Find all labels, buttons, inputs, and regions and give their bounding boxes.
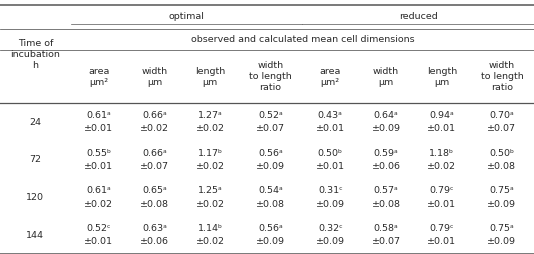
Text: 0.59ᵃ: 0.59ᵃ bbox=[374, 149, 398, 157]
Text: 0.32ᶜ: 0.32ᶜ bbox=[318, 224, 343, 233]
Text: ±0.01: ±0.01 bbox=[84, 162, 113, 171]
Text: 0.79ᶜ: 0.79ᶜ bbox=[429, 224, 454, 233]
Text: 0.57ᵃ: 0.57ᵃ bbox=[374, 186, 398, 195]
Text: ±0.02: ±0.02 bbox=[140, 124, 169, 133]
Text: 1.25ᵃ: 1.25ᵃ bbox=[198, 186, 223, 195]
Text: 72: 72 bbox=[29, 155, 42, 164]
Text: ±0.02: ±0.02 bbox=[84, 200, 113, 209]
Text: 0.61ᵃ: 0.61ᵃ bbox=[87, 186, 111, 195]
Text: 24: 24 bbox=[29, 118, 42, 127]
Text: ±0.08: ±0.08 bbox=[488, 162, 516, 171]
Text: 0.66ᵃ: 0.66ᵃ bbox=[142, 149, 167, 157]
Text: 0.52ᶜ: 0.52ᶜ bbox=[87, 224, 111, 233]
Text: ±0.01: ±0.01 bbox=[316, 124, 345, 133]
Text: length
μm: length μm bbox=[195, 67, 225, 87]
Text: 120: 120 bbox=[26, 193, 44, 202]
Text: width
μm: width μm bbox=[142, 67, 168, 87]
Text: ±0.06: ±0.06 bbox=[140, 237, 169, 246]
Text: ±0.02: ±0.02 bbox=[196, 237, 225, 246]
Text: 1.18ᵇ: 1.18ᵇ bbox=[429, 149, 454, 157]
Text: 1.27ᵃ: 1.27ᵃ bbox=[198, 111, 223, 120]
Text: 0.56ᵃ: 0.56ᵃ bbox=[258, 149, 282, 157]
Text: length
μm: length μm bbox=[427, 67, 457, 87]
Text: ±0.07: ±0.07 bbox=[140, 162, 169, 171]
Text: ±0.01: ±0.01 bbox=[427, 237, 457, 246]
Text: ±0.09: ±0.09 bbox=[316, 200, 345, 209]
Text: 0.65ᵃ: 0.65ᵃ bbox=[142, 186, 167, 195]
Text: 0.63ᵃ: 0.63ᵃ bbox=[142, 224, 167, 233]
Text: ±0.01: ±0.01 bbox=[84, 124, 113, 133]
Text: ±0.07: ±0.07 bbox=[488, 124, 516, 133]
Text: 144: 144 bbox=[26, 231, 44, 240]
Text: ±0.01: ±0.01 bbox=[427, 124, 457, 133]
Text: 0.58ᵃ: 0.58ᵃ bbox=[374, 224, 398, 233]
Text: ±0.09: ±0.09 bbox=[372, 124, 400, 133]
Text: ±0.09: ±0.09 bbox=[256, 162, 285, 171]
Text: ±0.09: ±0.09 bbox=[256, 237, 285, 246]
Text: 1.17ᵇ: 1.17ᵇ bbox=[198, 149, 223, 157]
Text: 0.43ᵃ: 0.43ᵃ bbox=[318, 111, 343, 120]
Text: observed and calculated mean cell dimensions: observed and calculated mean cell dimens… bbox=[191, 35, 414, 44]
Text: width
μm: width μm bbox=[373, 67, 399, 87]
Text: ±0.02: ±0.02 bbox=[427, 162, 457, 171]
Text: Time of
incubation
h: Time of incubation h bbox=[11, 39, 60, 70]
Text: ±0.01: ±0.01 bbox=[84, 237, 113, 246]
Text: 0.50ᵇ: 0.50ᵇ bbox=[489, 149, 514, 157]
Text: ±0.01: ±0.01 bbox=[427, 200, 457, 209]
Text: 0.61ᵃ: 0.61ᵃ bbox=[87, 111, 111, 120]
Text: ±0.07: ±0.07 bbox=[256, 124, 285, 133]
Text: ±0.08: ±0.08 bbox=[256, 200, 285, 209]
Text: 0.55ᵇ: 0.55ᵇ bbox=[86, 149, 111, 157]
Text: width
to length
ratio: width to length ratio bbox=[249, 61, 292, 92]
Text: ±0.02: ±0.02 bbox=[196, 162, 225, 171]
Text: 0.79ᶜ: 0.79ᶜ bbox=[429, 186, 454, 195]
Text: ±0.08: ±0.08 bbox=[140, 200, 169, 209]
Text: ±0.01: ±0.01 bbox=[316, 162, 345, 171]
Text: ±0.08: ±0.08 bbox=[372, 200, 400, 209]
Text: ±0.09: ±0.09 bbox=[488, 237, 516, 246]
Text: area
μm²: area μm² bbox=[88, 67, 109, 87]
Text: 0.66ᵃ: 0.66ᵃ bbox=[142, 111, 167, 120]
Text: ±0.09: ±0.09 bbox=[488, 200, 516, 209]
Text: 0.54ᵃ: 0.54ᵃ bbox=[258, 186, 282, 195]
Text: 0.31ᶜ: 0.31ᶜ bbox=[318, 186, 343, 195]
Text: 0.50ᵇ: 0.50ᵇ bbox=[318, 149, 343, 157]
Text: 1.14ᵇ: 1.14ᵇ bbox=[198, 224, 223, 233]
Text: 0.75ᵃ: 0.75ᵃ bbox=[490, 224, 514, 233]
Text: ±0.09: ±0.09 bbox=[316, 237, 345, 246]
Text: 0.64ᵃ: 0.64ᵃ bbox=[374, 111, 398, 120]
Text: width
to length
ratio: width to length ratio bbox=[481, 61, 523, 92]
Text: reduced: reduced bbox=[399, 12, 437, 21]
Text: 0.56ᵃ: 0.56ᵃ bbox=[258, 224, 282, 233]
Text: 0.75ᵃ: 0.75ᵃ bbox=[490, 186, 514, 195]
Text: optimal: optimal bbox=[169, 12, 205, 21]
Text: ±0.06: ±0.06 bbox=[372, 162, 400, 171]
Text: 0.52ᵃ: 0.52ᵃ bbox=[258, 111, 282, 120]
Text: ±0.07: ±0.07 bbox=[372, 237, 400, 246]
Text: area
μm²: area μm² bbox=[320, 67, 341, 87]
Text: ±0.02: ±0.02 bbox=[196, 124, 225, 133]
Text: 0.70ᵃ: 0.70ᵃ bbox=[490, 111, 514, 120]
Text: ±0.02: ±0.02 bbox=[196, 200, 225, 209]
Text: 0.94ᵃ: 0.94ᵃ bbox=[429, 111, 454, 120]
